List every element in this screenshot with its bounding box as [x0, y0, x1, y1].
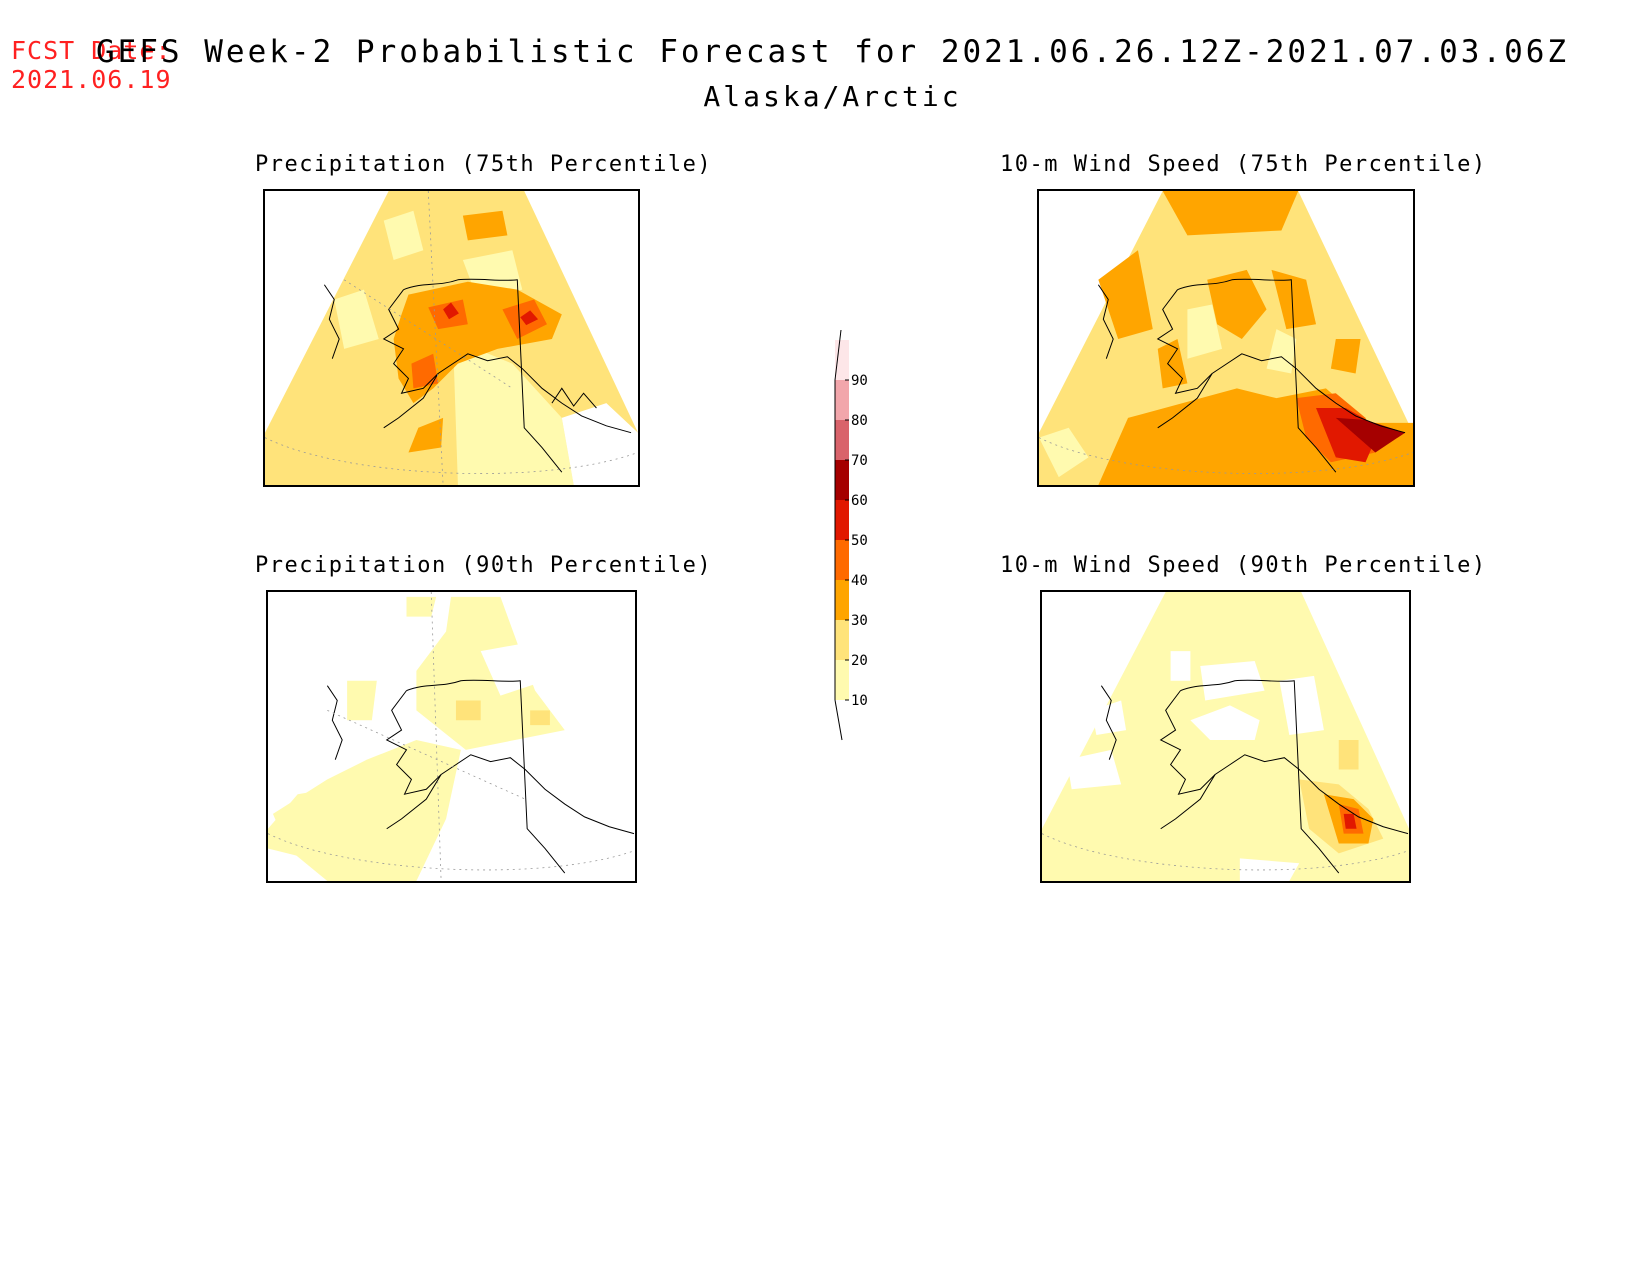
colorbar-swatch-2: [835, 620, 849, 660]
colorbar-swatch-4: [835, 540, 849, 580]
color-legend: 10 20 30 40 50 60 70 80 90: [820, 329, 880, 750]
forecast-date-block: FCST Date: 2021.06.19: [11, 36, 172, 94]
panel-title-wind75: 10-m Wind Speed (75th Percentile): [1000, 152, 1487, 177]
colorbar-label-60: 60: [851, 493, 868, 509]
colorbar-label-70: 70: [851, 453, 868, 469]
colorbar-swatch-5: [835, 500, 849, 540]
colorbar-label-20: 20: [851, 653, 868, 669]
forecast-date-value: 2021.06.19: [11, 65, 172, 94]
colorbar-label-30: 30: [851, 613, 868, 629]
colorbar-bottom-tail: [834, 699, 843, 741]
colorbar-label-80: 80: [851, 413, 868, 429]
colorbar-swatch-7: [835, 420, 849, 460]
map-precip90: [266, 590, 637, 883]
colorbar-label-10: 10: [851, 693, 868, 709]
panel-title-precip75: Precipitation (75th Percentile): [255, 152, 713, 177]
colorbar-swatch-8: [835, 380, 849, 420]
forecast-date-label: FCST Date:: [11, 36, 172, 65]
map-precip75: [263, 189, 640, 487]
panel-title-precip90: Precipitation (90th Percentile): [255, 553, 713, 578]
colorbar-top-tail: [834, 329, 842, 381]
colorbar-swatch-3: [835, 580, 849, 620]
colorbar-label-90: 90: [851, 373, 868, 389]
colorbar-swatch-1: [835, 660, 849, 700]
colorbar-label-40: 40: [851, 573, 868, 589]
region-title: Alaska/Arctic: [703, 80, 962, 113]
colorbar-swatch-6: [835, 460, 849, 500]
main-title: GEFS Week-2 Probabilistic Forecast for 2…: [95, 34, 1570, 70]
map-wind75: [1037, 189, 1415, 487]
colorbar-label-50: 50: [851, 533, 868, 549]
color-legend-svg: 10 20 30 40 50 60 70 80 90: [834, 329, 868, 741]
map-wind90: [1040, 590, 1411, 883]
panel-title-wind90: 10-m Wind Speed (90th Percentile): [1000, 553, 1487, 578]
